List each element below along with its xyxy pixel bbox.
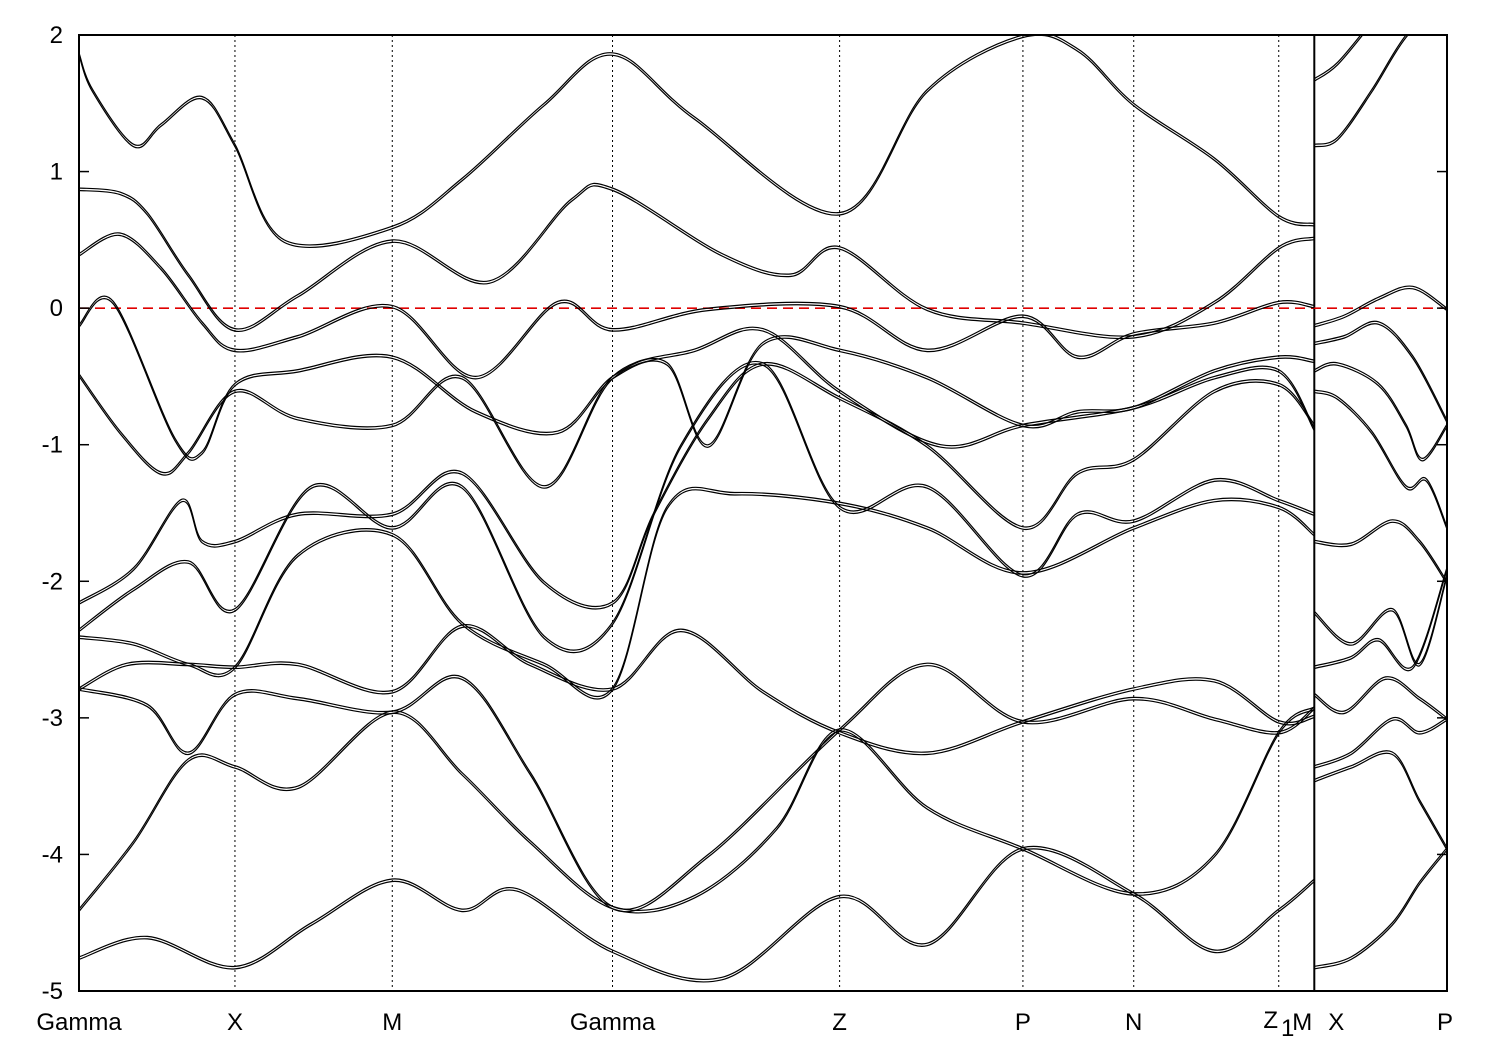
band-line xyxy=(1314,567,1447,669)
x-tick-label: Z xyxy=(832,1009,847,1036)
x-tick-label: Z xyxy=(1263,1007,1278,1034)
band-line xyxy=(79,489,1315,700)
band-line xyxy=(1313,35,1364,82)
band-line xyxy=(79,232,1315,378)
band-line xyxy=(1314,752,1447,851)
band-line xyxy=(1314,285,1447,326)
band-line xyxy=(79,234,1315,380)
band-line xyxy=(1314,35,1407,145)
band-line xyxy=(79,329,1315,489)
x-axis-ticks: Gamma X M Gamma Z P N Z 1M X P xyxy=(36,1007,1453,1042)
band-line xyxy=(79,626,1315,756)
x-tick-label: M xyxy=(382,1009,402,1036)
band-line xyxy=(1314,849,1447,970)
band-line xyxy=(79,185,1315,340)
band-line xyxy=(1313,678,1447,721)
band-line xyxy=(1313,676,1447,719)
band-line xyxy=(1314,716,1447,767)
x-tick-label: Gamma xyxy=(36,1009,122,1036)
band-line xyxy=(1314,521,1447,585)
band-line xyxy=(79,848,1315,983)
band-line xyxy=(1314,35,1409,148)
x-tick-label: M xyxy=(1292,1009,1312,1036)
y-tick-label: -5 xyxy=(42,978,63,1005)
x-tick-label: X xyxy=(227,1009,243,1036)
y-axis-ticks: -5 -4 -3 -2 -1 0 1 2 xyxy=(42,22,1447,1005)
band-line xyxy=(1313,35,1362,80)
x-tick-label: 1 xyxy=(1281,1015,1294,1042)
band-line xyxy=(79,295,1315,459)
band-lines xyxy=(79,35,1447,983)
y-tick-label: 1 xyxy=(50,159,63,186)
x-tick-label: N xyxy=(1125,1009,1142,1036)
band-line xyxy=(79,706,1315,912)
band-line xyxy=(79,665,1315,913)
band-line xyxy=(1314,389,1447,527)
band-line xyxy=(79,326,1315,487)
band-line xyxy=(1313,574,1447,664)
x-tick-label: Gamma xyxy=(570,1009,656,1036)
band-line xyxy=(1314,323,1447,423)
y-tick-label: -3 xyxy=(42,705,63,732)
band-line xyxy=(79,708,1315,914)
y-tick-label: -1 xyxy=(42,432,63,459)
band-line xyxy=(79,624,1315,753)
band-line xyxy=(1314,847,1447,967)
plot-frame xyxy=(78,34,1448,992)
band-line xyxy=(79,363,1315,654)
y-tick-label: 2 xyxy=(50,22,63,49)
band-line xyxy=(1314,519,1447,582)
band-line xyxy=(1314,361,1447,460)
band-line xyxy=(79,360,1315,651)
band-line xyxy=(79,182,1315,337)
band-line xyxy=(79,35,1315,249)
band-line xyxy=(79,35,1315,246)
band-line xyxy=(1314,364,1447,462)
band-line xyxy=(1314,287,1447,328)
band-line xyxy=(1314,320,1447,421)
band-line xyxy=(79,361,1315,608)
x-tick-label: P xyxy=(1437,1009,1453,1036)
band-line xyxy=(1314,719,1447,769)
band-line xyxy=(79,364,1315,610)
x-tick-label: X xyxy=(1328,1009,1344,1036)
band-line xyxy=(1313,576,1447,667)
band-line xyxy=(1314,392,1447,530)
band-line xyxy=(79,845,1315,981)
y-tick-label: -2 xyxy=(42,568,63,595)
band-line xyxy=(1314,750,1447,848)
x-tick-label: P xyxy=(1015,1009,1031,1036)
band-line xyxy=(1314,569,1447,672)
kpoint-lines xyxy=(234,35,1316,991)
y-tick-label: 0 xyxy=(50,295,63,322)
band-line xyxy=(79,298,1315,461)
y-tick-label: -4 xyxy=(42,841,63,868)
